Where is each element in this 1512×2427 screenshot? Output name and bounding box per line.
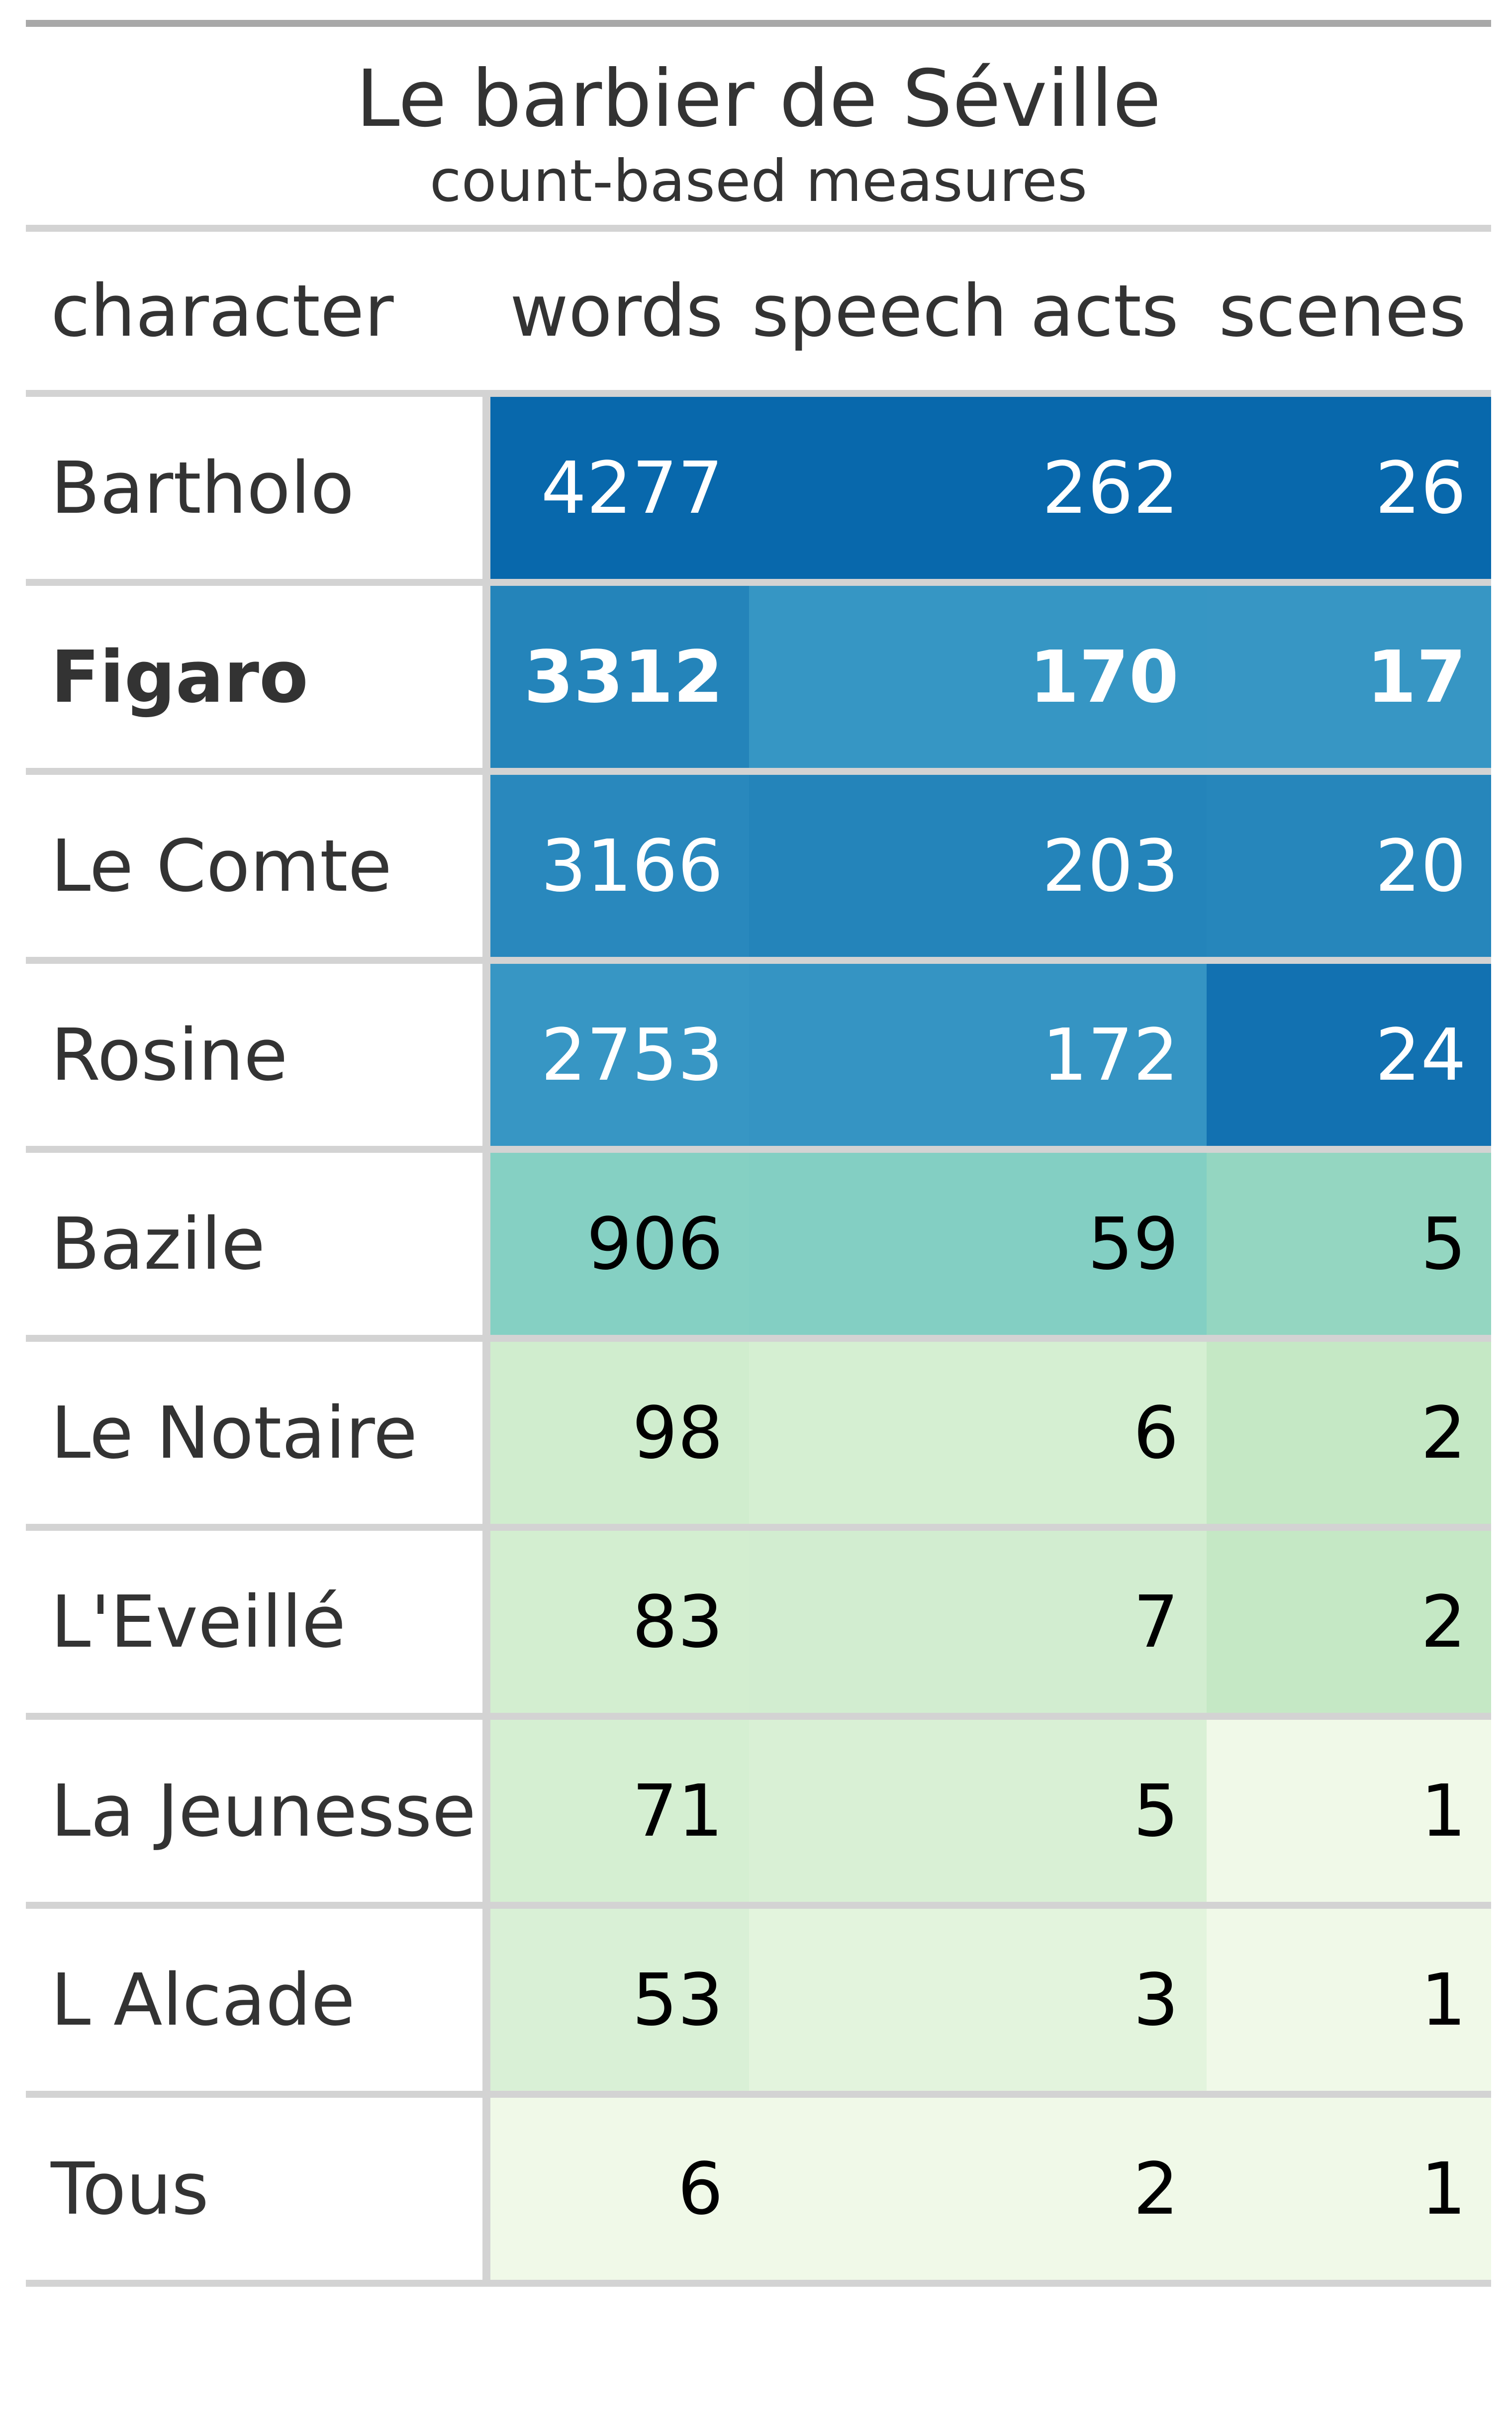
row-separator bbox=[26, 768, 1491, 775]
scenes-cell: 2 bbox=[1207, 1342, 1491, 1524]
row-separator bbox=[26, 957, 1491, 964]
words-cell: 906 bbox=[490, 1153, 749, 1335]
speech-acts-cell: 203 bbox=[749, 775, 1207, 957]
stub-border bbox=[482, 397, 490, 2280]
character-cell: La Jeunesse bbox=[26, 1720, 490, 1902]
table-row: Tous 6 2 1 bbox=[26, 2098, 1491, 2280]
character-cell: Rosine bbox=[26, 964, 490, 1146]
scenes-cell: 1 bbox=[1207, 1909, 1491, 2091]
words-cell: 4277 bbox=[490, 397, 749, 579]
table-row: L'Eveillé 83 7 2 bbox=[26, 1531, 1491, 1713]
speech-acts-cell: 3 bbox=[749, 1909, 1207, 2091]
words-cell: 3166 bbox=[490, 775, 749, 957]
character-cell: Tous bbox=[26, 2098, 490, 2280]
speech-acts-cell: 170 bbox=[749, 586, 1207, 768]
speech-acts-cell: 172 bbox=[749, 964, 1207, 1146]
scenes-cell: 26 bbox=[1207, 397, 1491, 579]
title-rule bbox=[26, 225, 1491, 232]
column-header-scenes: scenes bbox=[1219, 269, 1466, 353]
table-row: Bazile 906 59 5 bbox=[26, 1153, 1491, 1335]
row-separator bbox=[26, 1902, 1491, 1909]
table-body: Bartholo 4277 262 26 Figaro 3312 170 17 Le Comte… bbox=[26, 397, 1491, 2280]
words-cell: 53 bbox=[490, 1909, 749, 2091]
words-cell: 6 bbox=[490, 2098, 749, 2280]
bottom-rule bbox=[26, 2280, 1491, 2287]
scenes-cell: 20 bbox=[1207, 775, 1491, 957]
words-cell: 2753 bbox=[490, 964, 749, 1146]
column-header-character: character bbox=[51, 269, 394, 353]
character-cell: Bartholo bbox=[26, 397, 490, 579]
speech-acts-cell: 7 bbox=[749, 1531, 1207, 1713]
words-cell: 71 bbox=[490, 1720, 749, 1902]
character-cell: L Alcade bbox=[26, 1909, 490, 2091]
speech-acts-cell: 5 bbox=[749, 1720, 1207, 1902]
header-rule bbox=[26, 390, 1491, 397]
scenes-cell: 1 bbox=[1207, 1720, 1491, 1902]
row-separator bbox=[26, 1146, 1491, 1153]
speech-acts-cell: 262 bbox=[749, 397, 1207, 579]
row-separator bbox=[26, 579, 1491, 586]
table-row: Le Notaire 98 6 2 bbox=[26, 1342, 1491, 1524]
table-row: Le Comte 3166 203 20 bbox=[26, 775, 1491, 957]
character-cell: Bazile bbox=[26, 1153, 490, 1335]
scenes-cell: 5 bbox=[1207, 1153, 1491, 1335]
scenes-cell: 17 bbox=[1207, 586, 1491, 768]
character-cell: Le Comte bbox=[26, 775, 490, 957]
character-cell: Figaro bbox=[26, 586, 490, 768]
scenes-cell: 1 bbox=[1207, 2098, 1491, 2280]
words-cell: 3312 bbox=[490, 586, 749, 768]
column-header-speech-acts: speech acts bbox=[752, 269, 1179, 353]
row-separator bbox=[26, 1713, 1491, 1720]
scenes-cell: 2 bbox=[1207, 1531, 1491, 1713]
speech-acts-cell: 2 bbox=[749, 2098, 1207, 2280]
speech-acts-cell: 6 bbox=[749, 1342, 1207, 1524]
words-cell: 83 bbox=[490, 1531, 749, 1713]
column-header-row: character words speech acts scenes bbox=[26, 232, 1491, 390]
character-cell: L'Eveillé bbox=[26, 1531, 490, 1713]
speech-acts-cell: 59 bbox=[749, 1153, 1207, 1335]
column-header-words: words bbox=[510, 269, 723, 353]
row-separator bbox=[26, 1335, 1491, 1342]
table-subtitle: count-based measures bbox=[429, 148, 1088, 215]
words-cell: 98 bbox=[490, 1342, 749, 1524]
character-cell: Le Notaire bbox=[26, 1342, 490, 1524]
row-separator bbox=[26, 1524, 1491, 1531]
top-rule bbox=[26, 20, 1491, 27]
table-row: L Alcade 53 3 1 bbox=[26, 1909, 1491, 2091]
table-title: Le barbier de Séville bbox=[356, 53, 1161, 145]
table-row: La Jeunesse 71 5 1 bbox=[26, 1720, 1491, 1902]
row-separator bbox=[26, 2091, 1491, 2098]
scenes-cell: 24 bbox=[1207, 964, 1491, 1146]
table-row: Rosine 2753 172 24 bbox=[26, 964, 1491, 1146]
table-row: Figaro 3312 170 17 bbox=[26, 586, 1491, 768]
table-row: Bartholo 4277 262 26 bbox=[26, 397, 1491, 579]
data-table: Le barbier de Séville count-based measur… bbox=[26, 20, 1491, 2287]
